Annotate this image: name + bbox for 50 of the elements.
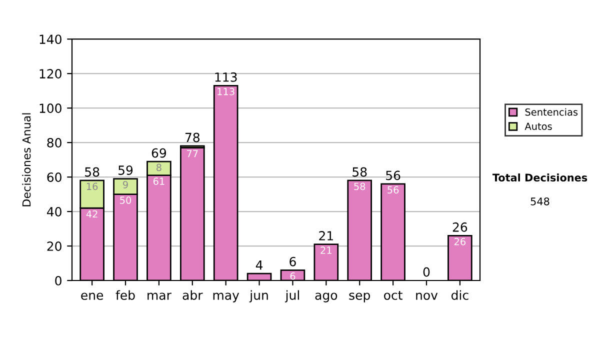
total-label: 0 bbox=[423, 267, 430, 277]
x-tick-label: feb bbox=[116, 290, 135, 300]
x-tick-label: abr bbox=[182, 290, 203, 300]
data-label: 113 bbox=[218, 88, 234, 96]
y-tick-label: 100 bbox=[40, 104, 62, 113]
data-label: 56 bbox=[388, 186, 399, 194]
total-label: 69 bbox=[152, 148, 166, 158]
data-label: 61 bbox=[153, 178, 164, 185]
data-label: 26 bbox=[454, 238, 466, 246]
data-label: 9 bbox=[123, 181, 128, 188]
total-label: 78 bbox=[185, 132, 200, 142]
text: Total Decisiones bbox=[492, 173, 588, 182]
y-tick-label: 20 bbox=[47, 241, 62, 251]
x-tick-label: ago bbox=[315, 292, 338, 302]
total-label: 26 bbox=[452, 222, 468, 232]
total-label: 6 bbox=[290, 256, 296, 266]
y-axis-title: Decisiones Anual bbox=[22, 113, 31, 206]
x-tick-label: mar bbox=[148, 292, 172, 300]
x-tick-label: ene bbox=[81, 292, 104, 300]
x-tick-label: jun bbox=[249, 290, 268, 302]
data-label: 8 bbox=[156, 164, 162, 172]
text: 548 bbox=[530, 197, 550, 206]
data-label: 6 bbox=[290, 272, 296, 280]
y-tick-label: 40 bbox=[46, 207, 62, 216]
data-label: 16 bbox=[86, 182, 98, 190]
y-tick-label: 60 bbox=[47, 172, 62, 182]
y-tick-label: 140 bbox=[40, 34, 62, 44]
total-label: 21 bbox=[319, 231, 333, 240]
x-tick-label: nov bbox=[416, 292, 438, 300]
total-label: 113 bbox=[215, 72, 237, 82]
total-label: 4 bbox=[256, 260, 263, 270]
x-tick-label: dic bbox=[451, 290, 468, 300]
data-label: 50 bbox=[120, 196, 132, 204]
x-tick-label: oct bbox=[384, 290, 402, 300]
total-label: 59 bbox=[118, 166, 133, 175]
total-label: 58 bbox=[85, 167, 100, 177]
total-label: 58 bbox=[352, 167, 367, 177]
legend-label: Autos bbox=[524, 122, 552, 130]
total-label: 56 bbox=[386, 170, 400, 180]
data-label: 77 bbox=[187, 150, 198, 158]
y-tick-label: 80 bbox=[47, 138, 62, 148]
x-tick-label: sep bbox=[349, 292, 370, 302]
data-label: 21 bbox=[320, 246, 332, 254]
legend-label: Sentencias bbox=[525, 108, 578, 116]
y-tick-label: 120 bbox=[40, 69, 62, 79]
x-tick-label: may bbox=[213, 292, 240, 302]
y-tick-label: 0 bbox=[55, 276, 62, 286]
data-label: 58 bbox=[354, 182, 366, 190]
data-label: 42 bbox=[86, 210, 98, 218]
x-tick-label: jul bbox=[285, 290, 299, 302]
